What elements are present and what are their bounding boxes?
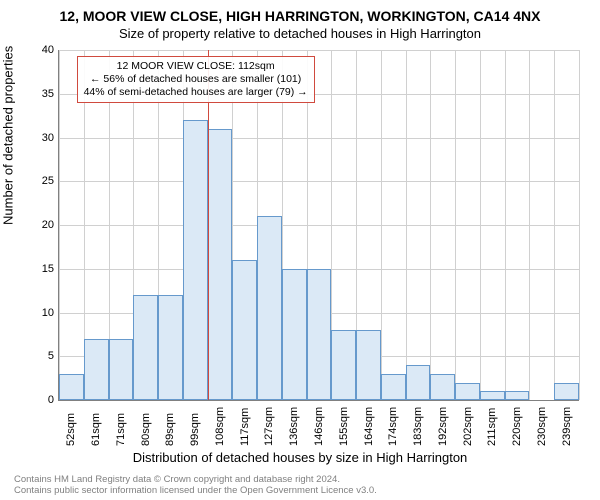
x-tick-label: 136sqm xyxy=(288,407,300,446)
x-tick-label: 52sqm xyxy=(65,413,77,446)
annotation-line-1: 12 MOOR VIEW CLOSE: 112sqm xyxy=(84,60,308,73)
x-tick-label: 99sqm xyxy=(189,413,201,446)
histogram-bar xyxy=(505,391,530,400)
attribution-line-2: Contains public sector information licen… xyxy=(14,486,377,496)
x-tick-label: 127sqm xyxy=(263,407,275,446)
attribution-line-1: Contains HM Land Registry data © Crown c… xyxy=(14,475,377,485)
attribution: Contains HM Land Registry data © Crown c… xyxy=(14,475,377,496)
histogram-bar xyxy=(183,120,208,400)
histogram-bar xyxy=(158,295,183,400)
histogram-bar xyxy=(381,374,406,400)
histogram-bar xyxy=(109,339,134,400)
x-tick-label: 108sqm xyxy=(214,407,226,446)
x-tick-label: 211sqm xyxy=(486,408,498,446)
x-tick-label: 146sqm xyxy=(313,407,325,446)
histogram-bar xyxy=(356,330,381,400)
chart-subtitle: Size of property relative to detached ho… xyxy=(0,26,600,41)
histogram-bar xyxy=(307,269,332,400)
histogram-bar xyxy=(554,383,579,401)
histogram-bar xyxy=(282,269,307,400)
chart-title: 12, MOOR VIEW CLOSE, HIGH HARRINGTON, WO… xyxy=(0,8,600,24)
y-tick-label: 0 xyxy=(14,394,54,406)
histogram-bar xyxy=(59,374,84,400)
x-axis-title: Distribution of detached houses by size … xyxy=(0,450,600,465)
y-tick-label: 35 xyxy=(14,88,54,100)
y-tick-label: 20 xyxy=(14,219,54,231)
x-tick-label: 71sqm xyxy=(115,413,127,446)
histogram-bar xyxy=(232,260,257,400)
chart-container: 12, MOOR VIEW CLOSE, HIGH HARRINGTON, WO… xyxy=(0,0,600,500)
histogram-bar xyxy=(455,383,480,401)
histogram-bar xyxy=(257,216,282,400)
x-tick-label: 230sqm xyxy=(536,407,548,446)
histogram-bar xyxy=(480,391,505,400)
y-tick-label: 10 xyxy=(14,307,54,319)
histogram-bar xyxy=(331,330,356,400)
x-tick-label: 61sqm xyxy=(90,413,102,446)
x-tick-label: 164sqm xyxy=(363,407,375,446)
marker-annotation: 12 MOOR VIEW CLOSE: 112sqm ← 56% of deta… xyxy=(77,56,315,103)
x-tick-label: 220sqm xyxy=(511,407,523,446)
x-tick-label: 183sqm xyxy=(412,407,424,446)
annotation-line-2: ← 56% of detached houses are smaller (10… xyxy=(84,73,308,86)
x-tick-label: 155sqm xyxy=(338,407,350,446)
annotation-line-3: 44% of semi-detached houses are larger (… xyxy=(84,86,308,99)
x-tick-label: 202sqm xyxy=(462,407,474,446)
x-tick-label: 89sqm xyxy=(164,413,176,446)
y-tick-label: 5 xyxy=(14,350,54,362)
x-tick-label: 174sqm xyxy=(387,407,399,446)
y-tick-label: 25 xyxy=(14,175,54,187)
histogram-bar xyxy=(430,374,455,400)
y-tick-label: 15 xyxy=(14,263,54,275)
histogram-bar xyxy=(208,129,233,400)
x-tick-label: 80sqm xyxy=(140,413,152,446)
x-tick-label: 192sqm xyxy=(437,407,449,446)
histogram-bar xyxy=(84,339,109,400)
x-tick-label: 239sqm xyxy=(561,407,573,446)
x-tick-label: 117sqm xyxy=(239,408,251,446)
histogram-bar xyxy=(133,295,158,400)
histogram-bar xyxy=(406,365,431,400)
y-tick-label: 30 xyxy=(14,132,54,144)
y-tick-label: 40 xyxy=(14,44,54,56)
